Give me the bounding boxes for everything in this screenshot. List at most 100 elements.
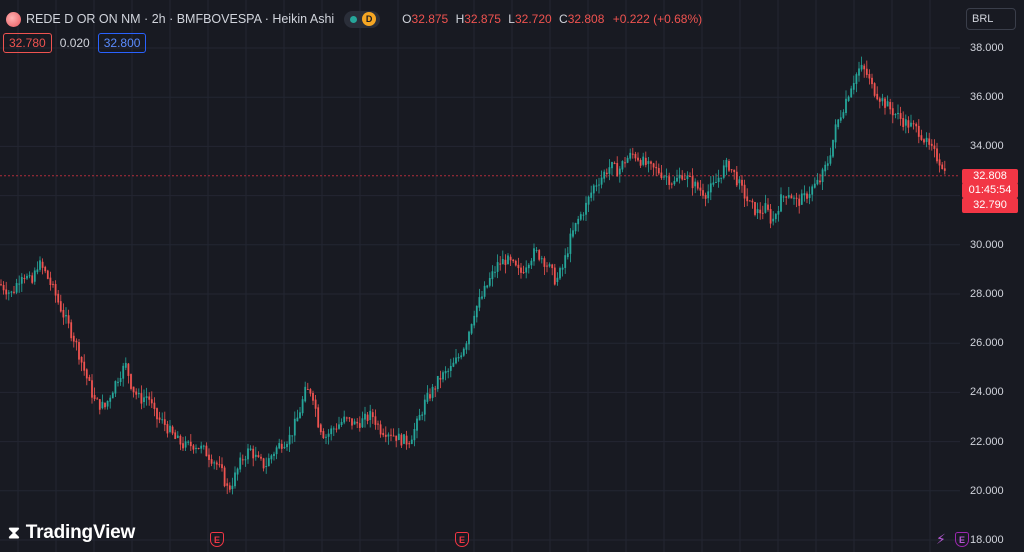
low-label: L bbox=[508, 12, 515, 26]
candle bbox=[748, 200, 751, 202]
candle-body bbox=[426, 392, 429, 402]
candle-body bbox=[925, 137, 928, 142]
candle-body bbox=[839, 117, 842, 121]
candle bbox=[161, 412, 164, 424]
candle bbox=[44, 265, 47, 274]
candle-body bbox=[205, 445, 208, 457]
candle-body bbox=[657, 168, 660, 174]
candle bbox=[257, 451, 260, 458]
candle bbox=[442, 370, 444, 383]
candle-body bbox=[174, 432, 177, 439]
candle bbox=[70, 319, 73, 342]
candle-body bbox=[348, 417, 351, 419]
candle bbox=[535, 247, 538, 253]
candle bbox=[377, 420, 379, 430]
candle bbox=[124, 357, 127, 371]
candle bbox=[512, 258, 515, 263]
candle-body bbox=[694, 181, 697, 187]
candle bbox=[41, 258, 44, 275]
candle bbox=[868, 69, 871, 85]
candle bbox=[158, 411, 161, 424]
candle bbox=[878, 96, 881, 109]
candle bbox=[306, 382, 309, 390]
candle bbox=[26, 273, 28, 281]
candle bbox=[876, 86, 879, 101]
candle-body bbox=[811, 186, 814, 195]
candle-body bbox=[756, 209, 759, 213]
candle bbox=[756, 202, 759, 219]
sell-price-button[interactable]: 32.780 bbox=[3, 33, 52, 53]
candle bbox=[650, 160, 652, 170]
candle bbox=[670, 182, 673, 189]
buy-price-button[interactable]: 32.800 bbox=[97, 33, 147, 53]
symbol-title[interactable]: REDE D OR ON NM · 2h · BMFBOVESPA · Heik… bbox=[26, 12, 335, 26]
candle bbox=[408, 441, 411, 449]
candle bbox=[704, 192, 707, 207]
tradingview-logo[interactable]: ⧗ TradingView bbox=[8, 522, 135, 544]
candle-body bbox=[611, 161, 613, 169]
candle bbox=[720, 177, 723, 184]
candle bbox=[127, 362, 130, 384]
candle-body bbox=[800, 193, 803, 205]
candle-body bbox=[860, 64, 863, 70]
candle bbox=[626, 155, 629, 164]
candle bbox=[592, 183, 595, 201]
candle-body bbox=[761, 212, 764, 214]
candle bbox=[179, 434, 182, 451]
candle bbox=[260, 453, 262, 461]
candle-body bbox=[377, 423, 379, 425]
candle bbox=[941, 161, 944, 170]
dividend-bolt-icon[interactable]: ⚡ bbox=[936, 531, 946, 547]
low-value: 32.720 bbox=[514, 12, 552, 26]
candle-body bbox=[31, 275, 34, 283]
candle bbox=[137, 388, 140, 398]
candle-body bbox=[408, 443, 411, 445]
candle bbox=[65, 307, 67, 324]
candle bbox=[239, 452, 242, 473]
candle bbox=[104, 402, 106, 410]
candle bbox=[80, 356, 83, 372]
candle-body bbox=[436, 375, 439, 390]
earnings-event-marker[interactable]: E bbox=[955, 532, 969, 547]
candle-body bbox=[444, 371, 447, 374]
candle bbox=[457, 353, 460, 362]
candle-body bbox=[509, 256, 512, 261]
candle-body bbox=[873, 83, 876, 96]
candle bbox=[392, 428, 395, 437]
currency-selector[interactable]: BRL bbox=[966, 8, 1016, 30]
candle bbox=[496, 254, 499, 279]
candle bbox=[917, 119, 920, 144]
candle bbox=[488, 272, 491, 288]
candle-body bbox=[176, 435, 179, 438]
candle-body bbox=[462, 348, 465, 356]
candle bbox=[109, 395, 112, 409]
candle-body bbox=[72, 335, 75, 342]
candle-body bbox=[166, 424, 169, 434]
candle bbox=[283, 441, 286, 449]
candle-body bbox=[267, 458, 270, 467]
candle-body bbox=[507, 255, 509, 265]
market-status-badge[interactable]: D bbox=[344, 10, 381, 28]
candle bbox=[2, 281, 5, 295]
earnings-event-marker[interactable]: E bbox=[210, 532, 224, 547]
candle bbox=[106, 400, 109, 410]
candle bbox=[793, 195, 795, 205]
candle-body bbox=[722, 165, 725, 178]
earnings-event-marker[interactable]: E bbox=[455, 532, 469, 547]
candle bbox=[78, 338, 80, 365]
candle-body bbox=[535, 250, 538, 252]
candle-body bbox=[189, 441, 192, 447]
candle-body bbox=[634, 153, 637, 159]
ohlc-values: O32.875 H32.875 L32.720 C32.808 +0.222 (… bbox=[398, 12, 702, 26]
candle-body bbox=[67, 315, 70, 324]
candle bbox=[556, 272, 559, 286]
candle bbox=[712, 175, 715, 187]
candle bbox=[689, 172, 691, 178]
open-label: O bbox=[402, 12, 412, 26]
candle-body bbox=[772, 218, 775, 222]
candle bbox=[374, 409, 377, 430]
candle bbox=[494, 266, 496, 278]
candle bbox=[852, 75, 855, 95]
candle-body bbox=[356, 421, 359, 424]
